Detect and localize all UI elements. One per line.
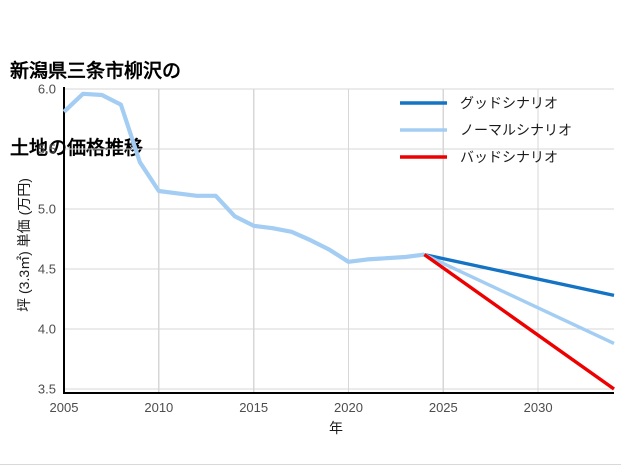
page-title-line-1: 新潟県三条市柳沢の (10, 61, 182, 83)
legend-label: バッドシナリオ (460, 149, 558, 165)
legend-label: ノーマルシナリオ (460, 122, 572, 138)
series-line-normal (423, 253, 615, 345)
series-line-good (423, 252, 615, 298)
x-tick-label: 2030 (524, 400, 553, 415)
x-tick-label: 2025 (429, 400, 458, 415)
x-tick-label: 2020 (334, 400, 363, 415)
y-axis-title: 坪 (3.3㎡) 単価 (万円) (16, 178, 32, 312)
x-tick-label: 2015 (239, 400, 268, 415)
y-tick-label: 5.0 (38, 202, 56, 217)
data-series (62, 91, 615, 391)
legend-label: グッドシナリオ (460, 95, 558, 111)
series-line-history (62, 91, 425, 264)
x-tick-labels: 2005 2010 2015 2020 2025 2030 (50, 400, 553, 415)
y-tick-label: 4.5 (38, 262, 56, 277)
y-tick-label: 5.5 (38, 142, 56, 157)
y-tick-label: 4.0 (38, 322, 56, 337)
axis-lines (62, 87, 614, 395)
series-line-bad (423, 253, 615, 391)
y-tick-labels: 3.5 4.0 4.5 5.0 5.5 6.0 (38, 82, 56, 397)
x-tick-label: 2010 (144, 400, 173, 415)
x-tick-label: 2005 (50, 400, 79, 415)
y-tick-label: 6.0 (38, 82, 56, 97)
y-tick-label: 3.5 (38, 382, 56, 397)
x-axis-title: 年 (329, 420, 343, 436)
